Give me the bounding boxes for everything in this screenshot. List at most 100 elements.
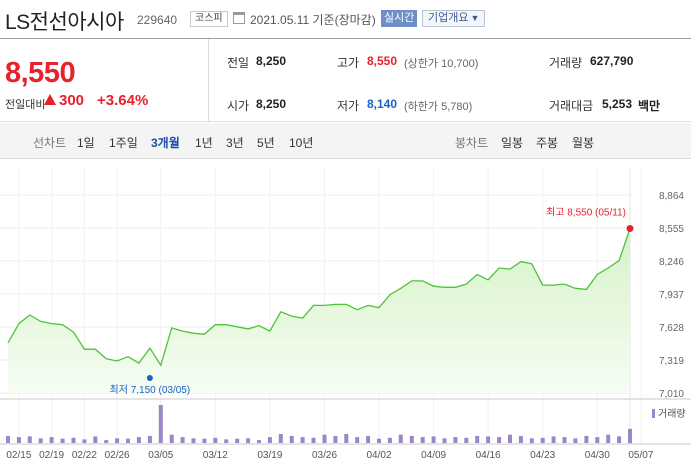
- period-1d[interactable]: 1일: [77, 136, 95, 150]
- up-triangle-icon: [44, 94, 56, 105]
- volume-bar: [355, 437, 360, 443]
- volume-bar: [126, 438, 130, 443]
- volume-bar: [464, 437, 469, 443]
- volume-bar: [246, 438, 251, 444]
- volume-bar: [71, 437, 76, 443]
- stock-name: LS전선아시아: [5, 11, 124, 34]
- low-annotation: 최저 7,150 (03/05): [110, 384, 191, 396]
- volume-bar: [191, 438, 196, 444]
- candle-monthly[interactable]: 월봉: [572, 136, 595, 150]
- candle-weekly[interactable]: 주봉: [536, 136, 559, 150]
- chart-range-bar: 선차트 1일 1주일 3개월 1년 3년 5년 10년 봉차트 일봉 주봉 월봉: [0, 123, 691, 159]
- volume-bar: [322, 434, 327, 443]
- volume-bar: [16, 437, 21, 443]
- volume-bar: [486, 436, 491, 443]
- volume-bar: [387, 437, 392, 443]
- high-value: 8,550: [367, 54, 398, 68]
- volume-bar: [115, 438, 120, 444]
- x-tick-label: 04/16: [476, 450, 501, 461]
- base-date: 2021.05.11 기준(장마감): [250, 13, 376, 27]
- volume-bar: [278, 434, 283, 443]
- low-point-marker: [146, 375, 153, 382]
- period-3y[interactable]: 3년: [226, 136, 244, 150]
- high-point-marker: [626, 225, 634, 233]
- volume-bar: [518, 435, 523, 443]
- volume-bar: [551, 436, 556, 443]
- period-5y[interactable]: 5년: [257, 136, 275, 150]
- company-info-dropdown[interactable]: 기업개요 ▼: [422, 10, 486, 27]
- volume-bar: [257, 440, 261, 443]
- period-1w[interactable]: 1주일: [109, 136, 138, 150]
- open-label: 시가: [227, 99, 250, 113]
- volume-bar: [180, 437, 185, 443]
- volume-bar: [344, 434, 349, 443]
- period-1y[interactable]: 1년: [195, 136, 213, 150]
- volume-bar: [104, 440, 109, 443]
- period-10y[interactable]: 10년: [289, 136, 314, 150]
- volume-bar: [49, 437, 54, 443]
- volume-bar: [224, 439, 229, 443]
- volume-label: 거래량: [549, 56, 583, 70]
- x-tick-label: 04/30: [585, 450, 610, 461]
- volume-bar: [442, 438, 447, 444]
- y-tick-label: 7,628: [659, 323, 684, 334]
- volume-bar: [584, 435, 589, 443]
- open-value: 8,250: [256, 97, 287, 111]
- volume-bar: [333, 435, 338, 443]
- candle-chart-label: 봉차트: [455, 136, 489, 150]
- volume-bar: [300, 437, 305, 443]
- candle-daily[interactable]: 일봉: [501, 136, 524, 150]
- volume-bar: [60, 438, 65, 443]
- change-percent: +3.64%: [97, 92, 149, 109]
- volume-bar: [27, 436, 32, 443]
- company-info-label: 기업개요: [428, 12, 469, 24]
- volume-bar: [628, 428, 632, 444]
- stock-code: 229640: [137, 13, 178, 27]
- volume-bar: [606, 434, 611, 443]
- upper-limit: (상한가 10,700): [404, 58, 479, 70]
- y-tick-label: 8,864: [659, 191, 684, 202]
- low-label: 저가: [337, 99, 360, 113]
- y-tick-label: 7,319: [659, 356, 684, 367]
- volume-bar: [38, 438, 43, 444]
- low-value: 8,140: [367, 97, 398, 111]
- price-line: [7, 228, 631, 367]
- volume-bar: [213, 437, 218, 443]
- trade-value-label: 거래대금: [549, 99, 594, 113]
- x-tick-label: 03/05: [148, 450, 173, 461]
- volume-bar: [573, 438, 578, 444]
- volume-bar: [562, 437, 567, 443]
- y-tick-label: 7,010: [659, 389, 684, 400]
- period-3m[interactable]: 3개월: [151, 136, 180, 150]
- volume-bar: [366, 435, 371, 443]
- x-tick-label: 02/19: [39, 450, 64, 461]
- volume-bar: [311, 437, 316, 443]
- chevron-down-icon: ▼: [470, 13, 480, 23]
- high-label: 고가: [337, 56, 360, 70]
- volume-bar: [497, 437, 502, 443]
- trade-value-unit: 백만: [638, 99, 661, 113]
- volume-bar: [82, 439, 87, 443]
- volume-bar: [158, 405, 163, 443]
- line-chart-label: 선차트: [33, 136, 67, 150]
- y-tick-label: 7,937: [659, 290, 684, 301]
- prev-close-label: 전일: [227, 56, 250, 70]
- volume-bar: [431, 436, 436, 443]
- lower-limit: (하한가 5,780): [404, 101, 473, 113]
- volume-bar: [420, 437, 425, 443]
- volume-bar: [202, 438, 207, 443]
- current-price: 8,550: [5, 57, 76, 89]
- volume-bar: [617, 436, 622, 443]
- change-value: 300: [59, 92, 85, 109]
- volume-bar: [595, 437, 600, 443]
- volume-bar: [398, 434, 403, 443]
- price-area-fill: [8, 228, 630, 393]
- volume-bar: [409, 435, 414, 443]
- calendar-icon: [233, 12, 245, 24]
- x-tick-label: 02/22: [72, 450, 97, 461]
- realtime-button[interactable]: 실시간: [381, 10, 418, 27]
- stock-header: LS전선아시아 229640 코스피 2021.05.11 기준(장마감) 실시…: [0, 0, 691, 38]
- volume-value: 627,790: [590, 54, 634, 68]
- x-tick-label: 02/26: [105, 450, 130, 461]
